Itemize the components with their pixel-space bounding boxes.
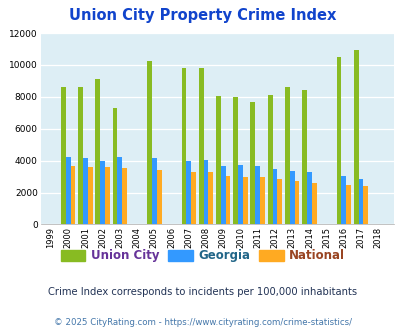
Bar	[289, 171, 294, 224]
Bar	[267, 95, 272, 224]
Text: Union City Property Crime Index: Union City Property Crime Index	[69, 8, 336, 23]
Bar	[242, 177, 247, 224]
Bar	[237, 165, 242, 224]
Bar	[61, 87, 66, 224]
Text: Crime Index corresponds to incidents per 100,000 inhabitants: Crime Index corresponds to incidents per…	[48, 287, 357, 297]
Bar	[117, 157, 122, 224]
Bar	[151, 158, 156, 224]
Bar	[87, 167, 92, 224]
Bar	[277, 179, 281, 224]
Bar	[341, 176, 345, 224]
Bar	[191, 172, 196, 224]
Bar	[66, 157, 70, 224]
Bar	[78, 87, 83, 224]
Bar	[232, 97, 237, 224]
Bar	[203, 160, 208, 224]
Bar	[306, 172, 311, 224]
Bar	[358, 179, 362, 224]
Legend: Union City, Georgia, National: Union City, Georgia, National	[56, 245, 349, 267]
Bar	[198, 68, 203, 224]
Text: © 2025 CityRating.com - https://www.cityrating.com/crime-statistics/: © 2025 CityRating.com - https://www.city…	[54, 318, 351, 327]
Bar	[272, 169, 277, 224]
Bar	[336, 57, 341, 224]
Bar	[70, 166, 75, 224]
Bar	[112, 108, 117, 224]
Bar	[181, 68, 186, 224]
Bar	[225, 176, 230, 224]
Bar	[208, 172, 213, 224]
Bar	[83, 158, 87, 224]
Bar	[105, 167, 110, 224]
Bar	[345, 184, 350, 224]
Bar	[186, 161, 191, 224]
Bar	[100, 161, 105, 224]
Bar	[215, 96, 220, 224]
Bar	[260, 177, 264, 224]
Bar	[156, 170, 161, 224]
Bar	[250, 102, 255, 224]
Bar	[353, 50, 358, 224]
Bar	[311, 183, 316, 224]
Bar	[284, 87, 289, 224]
Bar	[220, 166, 225, 224]
Bar	[301, 90, 306, 224]
Bar	[95, 79, 100, 224]
Bar	[122, 168, 127, 224]
Bar	[294, 182, 298, 224]
Bar	[362, 186, 367, 224]
Bar	[147, 61, 151, 224]
Bar	[255, 166, 260, 224]
